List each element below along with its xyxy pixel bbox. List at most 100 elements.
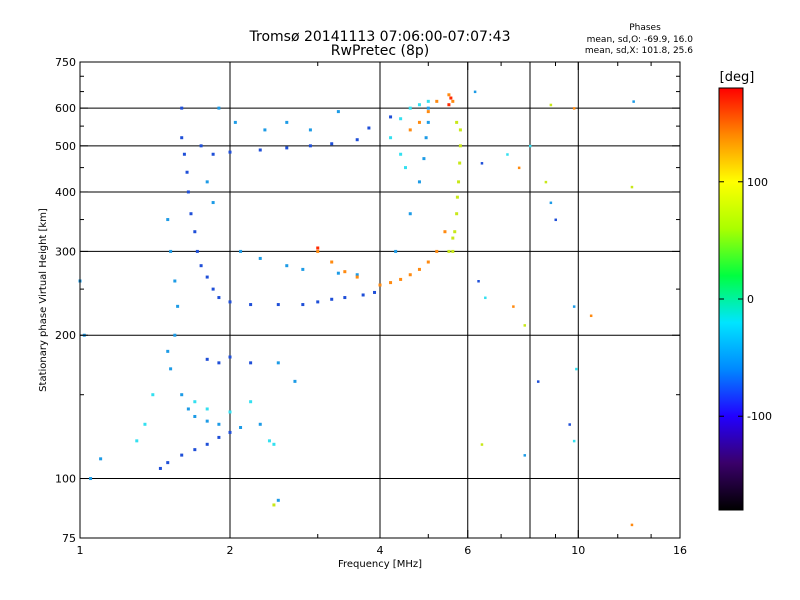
data-point xyxy=(361,293,365,297)
colorbar-tick-label: 0 xyxy=(747,293,754,306)
data-point xyxy=(399,117,403,121)
data-point xyxy=(330,142,334,146)
data-point xyxy=(205,419,209,423)
data-point-sparse xyxy=(575,367,578,371)
data-point xyxy=(228,300,232,304)
y-axis-label: Stationary phase Virtual Height [km] xyxy=(38,208,49,392)
y-tick-label: 100 xyxy=(55,473,76,486)
y-tick-label: 400 xyxy=(55,186,76,199)
data-point xyxy=(422,157,426,161)
data-point xyxy=(180,136,184,140)
data-point xyxy=(316,300,320,304)
data-point xyxy=(180,106,184,110)
data-point xyxy=(211,287,215,291)
x-tick-label: 6 xyxy=(464,544,471,557)
data-point xyxy=(435,99,439,103)
data-point xyxy=(447,93,451,97)
data-point xyxy=(211,152,215,156)
data-point xyxy=(193,230,197,234)
data-point xyxy=(285,146,289,150)
data-point xyxy=(228,150,232,154)
data-point xyxy=(258,148,262,152)
data-point xyxy=(176,304,180,308)
data-point-sparse xyxy=(512,305,515,308)
data-point xyxy=(301,267,305,271)
data-point-sparse xyxy=(549,201,553,205)
data-point-sparse xyxy=(529,144,532,148)
data-point xyxy=(373,290,377,294)
data-point xyxy=(258,256,262,260)
stats-line-x: mean, sd,X: 101.8, 25.6 xyxy=(585,46,693,56)
data-point xyxy=(228,355,232,359)
data-point xyxy=(185,170,189,174)
data-point xyxy=(173,279,177,283)
data-point xyxy=(308,144,312,148)
data-point-sparse xyxy=(632,100,635,103)
data-point xyxy=(301,303,305,307)
y-tick-label: 200 xyxy=(55,329,76,342)
data-point xyxy=(276,361,280,365)
data-point-sparse xyxy=(589,314,593,318)
data-point-sparse xyxy=(536,380,540,383)
data-point xyxy=(453,230,457,234)
data-point xyxy=(89,477,93,481)
data-point xyxy=(378,283,382,287)
data-point xyxy=(451,99,455,103)
data-point xyxy=(316,249,320,253)
stats-line-o: mean, sd,O: -69.9, 16.0 xyxy=(587,35,694,45)
data-point xyxy=(217,106,221,110)
data-point-sparse xyxy=(572,107,576,110)
data-point xyxy=(189,212,193,216)
data-point xyxy=(424,136,428,140)
data-point xyxy=(447,249,451,253)
data-point xyxy=(455,120,459,124)
data-point xyxy=(135,439,139,443)
data-point xyxy=(408,128,412,132)
data-point xyxy=(211,201,215,205)
data-point xyxy=(394,249,398,253)
data-point xyxy=(389,281,393,285)
data-point xyxy=(417,103,421,107)
data-point xyxy=(336,271,340,275)
data-point-sparse xyxy=(568,423,571,426)
data-point xyxy=(180,393,184,397)
data-point-sparse xyxy=(473,90,477,94)
colorbar-tick-label: 100 xyxy=(747,176,768,189)
data-point xyxy=(205,275,209,279)
data-point xyxy=(451,236,455,240)
stats-heading: Phases xyxy=(629,23,661,33)
data-point xyxy=(293,379,297,383)
data-point xyxy=(426,110,430,114)
data-point xyxy=(316,246,320,250)
data-point xyxy=(426,260,430,264)
data-point-sparse xyxy=(630,185,634,189)
data-point xyxy=(166,218,170,222)
data-point-sparse xyxy=(544,180,548,184)
data-point xyxy=(217,422,221,426)
data-point xyxy=(417,180,421,184)
data-point xyxy=(458,128,462,132)
x-tick-label: 16 xyxy=(673,544,687,557)
data-point xyxy=(169,249,173,253)
data-point xyxy=(399,277,403,281)
data-point-sparse xyxy=(630,523,634,527)
data-point xyxy=(169,367,173,371)
y-tick-label: 75 xyxy=(62,532,76,545)
data-point xyxy=(193,448,197,452)
data-point xyxy=(217,435,221,439)
data-point xyxy=(426,120,430,124)
data-point xyxy=(426,99,430,103)
data-point xyxy=(457,180,461,184)
data-point xyxy=(336,110,340,114)
data-point xyxy=(267,439,271,443)
x-tick-label: 1 xyxy=(77,544,84,557)
colorbar: 100 0 -100 xyxy=(718,87,772,511)
data-point xyxy=(308,128,312,132)
data-point xyxy=(355,275,359,279)
data-point xyxy=(408,106,412,110)
data-point xyxy=(258,422,262,426)
data-point xyxy=(249,400,253,404)
data-point-sparse xyxy=(517,166,521,170)
data-point xyxy=(228,410,232,414)
